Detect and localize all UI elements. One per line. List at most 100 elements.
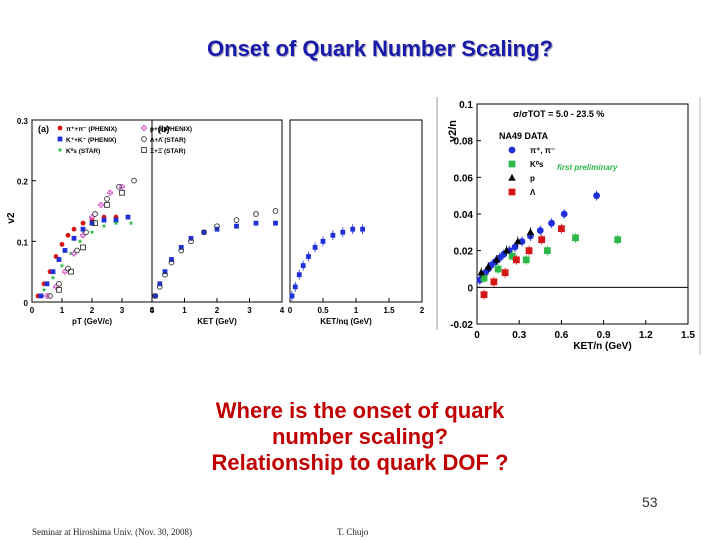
data-point [272,208,279,214]
data-point [56,257,62,262]
data-point [273,220,278,226]
question-line-1: Where is the onset of quark [215,398,505,423]
data-point [548,219,555,227]
data-point [62,268,68,275]
data-point [178,245,184,250]
legend-entry: Λ+Λ̄ (STAR) [150,136,186,144]
y-tick-label: 0 [24,299,29,308]
data-point [484,263,492,270]
legend-entry: K⁰s (STAR) [66,147,100,155]
data-point [71,250,77,257]
data-point [71,235,77,241]
data-point [253,211,259,217]
legend-marker [57,147,63,153]
panel-a: 0 1 2 3 400.10.20.3pT (GeV/c)(a) π⁺+π⁻ (PHENI… [17,117,192,326]
data-point [80,244,86,251]
data-point [38,293,44,299]
data-point [560,210,568,218]
y-tick-label: 0.1 [17,238,29,247]
x-tick-label: 1.2 [639,330,653,341]
y-tick-label: -0.02 [450,320,473,331]
legend-marker [57,136,63,142]
legend-marker [508,146,516,154]
data-point [525,247,533,255]
y-tick-label: 0.1 [459,100,473,111]
data-point [119,189,125,196]
panel-label: (b) [158,124,170,134]
na49-figure: 0 0.3 0.6 0.9 1.2 1.5-0.0200.020.040.060.080.… [436,97,701,355]
question-text: Where is the onset of quark number scali… [140,398,580,476]
x-tick-label: 3 [247,306,252,315]
footer-seminar: Seminar at Hiroshima Univ. (Nov. 30, 200… [32,527,193,537]
x-tick-label: 1 [60,306,65,315]
preliminary-note: first preliminary [557,163,618,172]
legend-marker [508,173,516,181]
x-axis-label: KET/n (GeV) [573,341,631,352]
data-point [492,255,501,263]
x-tick-label: 2 [420,306,425,315]
x-tick-label: 0.6 [554,330,568,341]
data-point [104,202,110,208]
panel-c: 0 0.5 1 1.5 2 KET/nq (GeV) [288,119,425,326]
data-point [68,268,74,275]
x-tick-label: 0 [288,306,293,315]
panel-a-ylabel: v2 [6,212,17,224]
data-point [300,263,306,268]
data-point [306,254,311,259]
data-point [65,265,71,272]
y-tick-label: 0 [467,283,473,294]
legend-entry: p+p̄ (PHENIX) [150,125,192,133]
data-point [98,202,104,208]
data-point [92,220,98,226]
data-point [125,214,131,220]
data-point [512,256,520,264]
legend-marker [508,160,516,168]
data-point [168,259,175,266]
data-point [169,257,174,262]
data-point [490,278,498,286]
data-point [502,246,511,254]
data-point [201,229,207,235]
data-point [593,192,600,200]
data-point [113,217,119,223]
legend-marker [141,136,147,142]
legend-marker [508,188,516,196]
data-point [501,269,509,277]
data-point [508,252,516,260]
y-tick-label: 0.08 [454,137,474,148]
data-point [188,235,194,241]
dataset-label: NA49 DATA [499,131,549,141]
data-point [480,274,488,282]
data-point [253,220,259,226]
data-point [494,265,502,273]
legend-entry: Ξ+Ξ̄ (STAR) [150,147,186,155]
centrality-annotation: σ/σTOT = 5.0 - 23.5 % [513,109,604,119]
data-point [74,247,80,254]
data-point [59,263,65,268]
data-point [572,234,579,242]
data-point [614,236,622,244]
data-point [89,229,95,235]
legend-entry: K⁺+K⁻ (PHENIX) [66,137,116,144]
data-point [538,236,546,244]
x-tick-label: 0.9 [597,330,611,341]
y-tick-label: 0.3 [17,117,29,126]
slide-title: Onset of Quark Number Scaling? [207,36,553,61]
x-tick-label: 3 [120,306,125,315]
data-point [152,293,158,299]
question-line-2: number scaling? [271,424,449,449]
data-point [350,226,356,232]
legend-entry: K⁰s [530,160,544,169]
x-tick-label: 2 [215,306,220,315]
data-point [536,227,544,234]
x-tick-label: 4 [280,306,285,315]
data-point [107,189,113,196]
data-point [44,293,50,299]
legend-entry: p [530,174,535,183]
data-point [59,241,65,247]
x-axis-label: pT (GeV/c) [72,317,112,326]
data-point [330,232,336,238]
data-point [50,269,56,275]
data-point [41,287,47,292]
